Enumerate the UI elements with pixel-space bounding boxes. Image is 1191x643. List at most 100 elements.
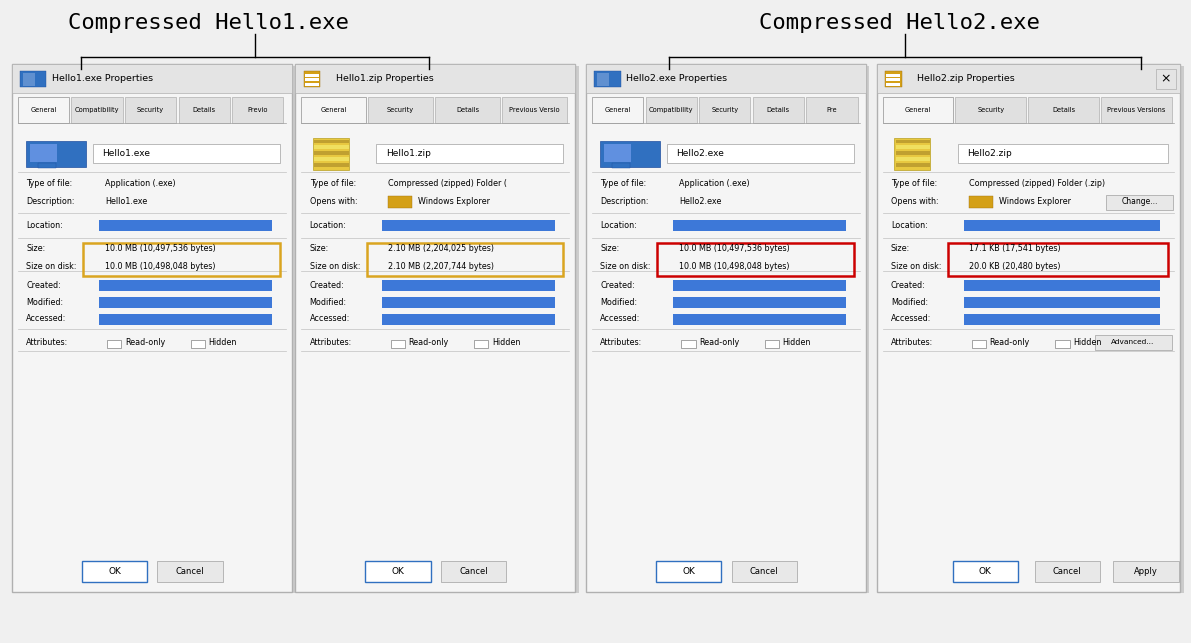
Text: Cancel: Cancel xyxy=(1053,567,1081,576)
Bar xyxy=(646,97,697,123)
Bar xyxy=(232,97,283,123)
Text: Read-only: Read-only xyxy=(409,338,449,347)
Text: Location:: Location: xyxy=(26,221,63,230)
Bar xyxy=(969,196,993,208)
Bar xyxy=(877,64,1180,592)
Bar xyxy=(673,297,846,308)
Bar xyxy=(314,157,349,161)
Text: Cancel: Cancel xyxy=(750,567,779,576)
Bar xyxy=(765,340,779,348)
Text: Compressed (zipped) Folder (.zip): Compressed (zipped) Folder (.zip) xyxy=(969,179,1105,188)
Text: Type of file:: Type of file: xyxy=(26,179,73,188)
Text: Opens with:: Opens with: xyxy=(891,197,939,206)
Bar xyxy=(673,220,846,231)
Text: Previous Versions: Previous Versions xyxy=(1108,107,1166,113)
Text: Hidden: Hidden xyxy=(1073,338,1102,347)
Bar xyxy=(295,64,575,592)
Bar xyxy=(964,280,1160,291)
Bar xyxy=(107,340,121,348)
Text: Modified:: Modified: xyxy=(26,298,63,307)
Text: 10.0 MB (10,498,048 bytes): 10.0 MB (10,498,048 bytes) xyxy=(679,262,790,271)
Bar xyxy=(1035,561,1100,582)
Bar xyxy=(1028,97,1099,123)
Bar xyxy=(964,220,1160,231)
Bar xyxy=(958,144,1168,163)
Bar xyxy=(30,145,57,162)
Bar xyxy=(388,196,412,208)
Text: Size:: Size: xyxy=(310,244,329,253)
Text: Compressed Hello1.exe: Compressed Hello1.exe xyxy=(68,12,349,33)
Text: ×: × xyxy=(1161,72,1171,86)
Text: Details: Details xyxy=(193,107,216,113)
Bar xyxy=(731,561,797,582)
Text: 10.0 MB (10,498,048 bytes): 10.0 MB (10,498,048 bytes) xyxy=(105,262,216,271)
Text: Accessed:: Accessed: xyxy=(600,314,641,323)
Text: OK: OK xyxy=(108,567,121,576)
Bar xyxy=(894,138,930,170)
Text: Hello2.exe Properties: Hello2.exe Properties xyxy=(626,75,728,83)
Bar xyxy=(301,97,366,123)
Bar xyxy=(382,297,555,308)
Text: Application (.exe): Application (.exe) xyxy=(679,179,749,188)
Text: Modified:: Modified: xyxy=(310,298,347,307)
Bar xyxy=(382,280,555,291)
Text: Read-only: Read-only xyxy=(699,338,740,347)
Text: Created:: Created: xyxy=(891,281,925,290)
Text: Compressed Hello2.exe: Compressed Hello2.exe xyxy=(759,12,1040,33)
Text: Hello1.exe: Hello1.exe xyxy=(102,149,150,158)
Bar xyxy=(953,561,1018,582)
Bar xyxy=(806,97,858,123)
Bar xyxy=(656,561,722,582)
Bar xyxy=(305,74,319,77)
Bar xyxy=(366,561,431,582)
Text: Size on disk:: Size on disk: xyxy=(600,262,650,271)
Text: Attributes:: Attributes: xyxy=(600,338,642,347)
Text: Security: Security xyxy=(711,107,738,113)
Bar xyxy=(600,141,660,167)
Bar xyxy=(877,64,1180,93)
Text: Details: Details xyxy=(1052,107,1075,113)
Text: Compatibility: Compatibility xyxy=(75,107,119,113)
Bar xyxy=(441,561,506,582)
Bar xyxy=(896,163,930,167)
Bar xyxy=(83,243,280,276)
Text: 2.10 MB (2,207,744 bytes): 2.10 MB (2,207,744 bytes) xyxy=(388,262,494,271)
Bar xyxy=(886,83,900,86)
Text: Size on disk:: Size on disk: xyxy=(891,262,941,271)
Text: 17.1 KB (17,541 bytes): 17.1 KB (17,541 bytes) xyxy=(969,244,1061,253)
Bar xyxy=(964,314,1160,325)
Text: Accessed:: Accessed: xyxy=(26,314,67,323)
Bar xyxy=(305,78,319,81)
Bar xyxy=(295,64,575,93)
Text: Attributes:: Attributes: xyxy=(891,338,933,347)
Bar xyxy=(896,145,930,149)
Bar xyxy=(883,97,953,123)
Text: 20.0 KB (20,480 bytes): 20.0 KB (20,480 bytes) xyxy=(969,262,1061,271)
Text: Size:: Size: xyxy=(26,244,45,253)
Bar xyxy=(15,66,295,593)
Bar xyxy=(1095,335,1172,350)
Text: Location:: Location: xyxy=(600,221,637,230)
Text: Security: Security xyxy=(977,107,1004,113)
Text: Compatibility: Compatibility xyxy=(649,107,693,113)
Bar xyxy=(99,314,272,325)
Bar xyxy=(82,561,148,582)
Bar xyxy=(93,144,280,163)
Text: Size on disk:: Size on disk: xyxy=(310,262,360,271)
Bar xyxy=(12,64,292,93)
Text: Details: Details xyxy=(767,107,790,113)
Bar xyxy=(948,243,1168,276)
Bar xyxy=(313,138,349,170)
Text: Cancel: Cancel xyxy=(176,567,205,576)
Bar xyxy=(99,220,272,231)
Text: Previous Versio: Previous Versio xyxy=(510,107,560,113)
Bar xyxy=(18,97,69,123)
Bar xyxy=(886,74,900,77)
Text: Pre: Pre xyxy=(827,107,837,113)
Text: Application (.exe): Application (.exe) xyxy=(105,179,175,188)
Bar xyxy=(699,97,750,123)
Bar xyxy=(376,144,563,163)
Bar xyxy=(299,66,579,593)
Bar xyxy=(604,145,630,162)
Bar xyxy=(886,78,900,81)
